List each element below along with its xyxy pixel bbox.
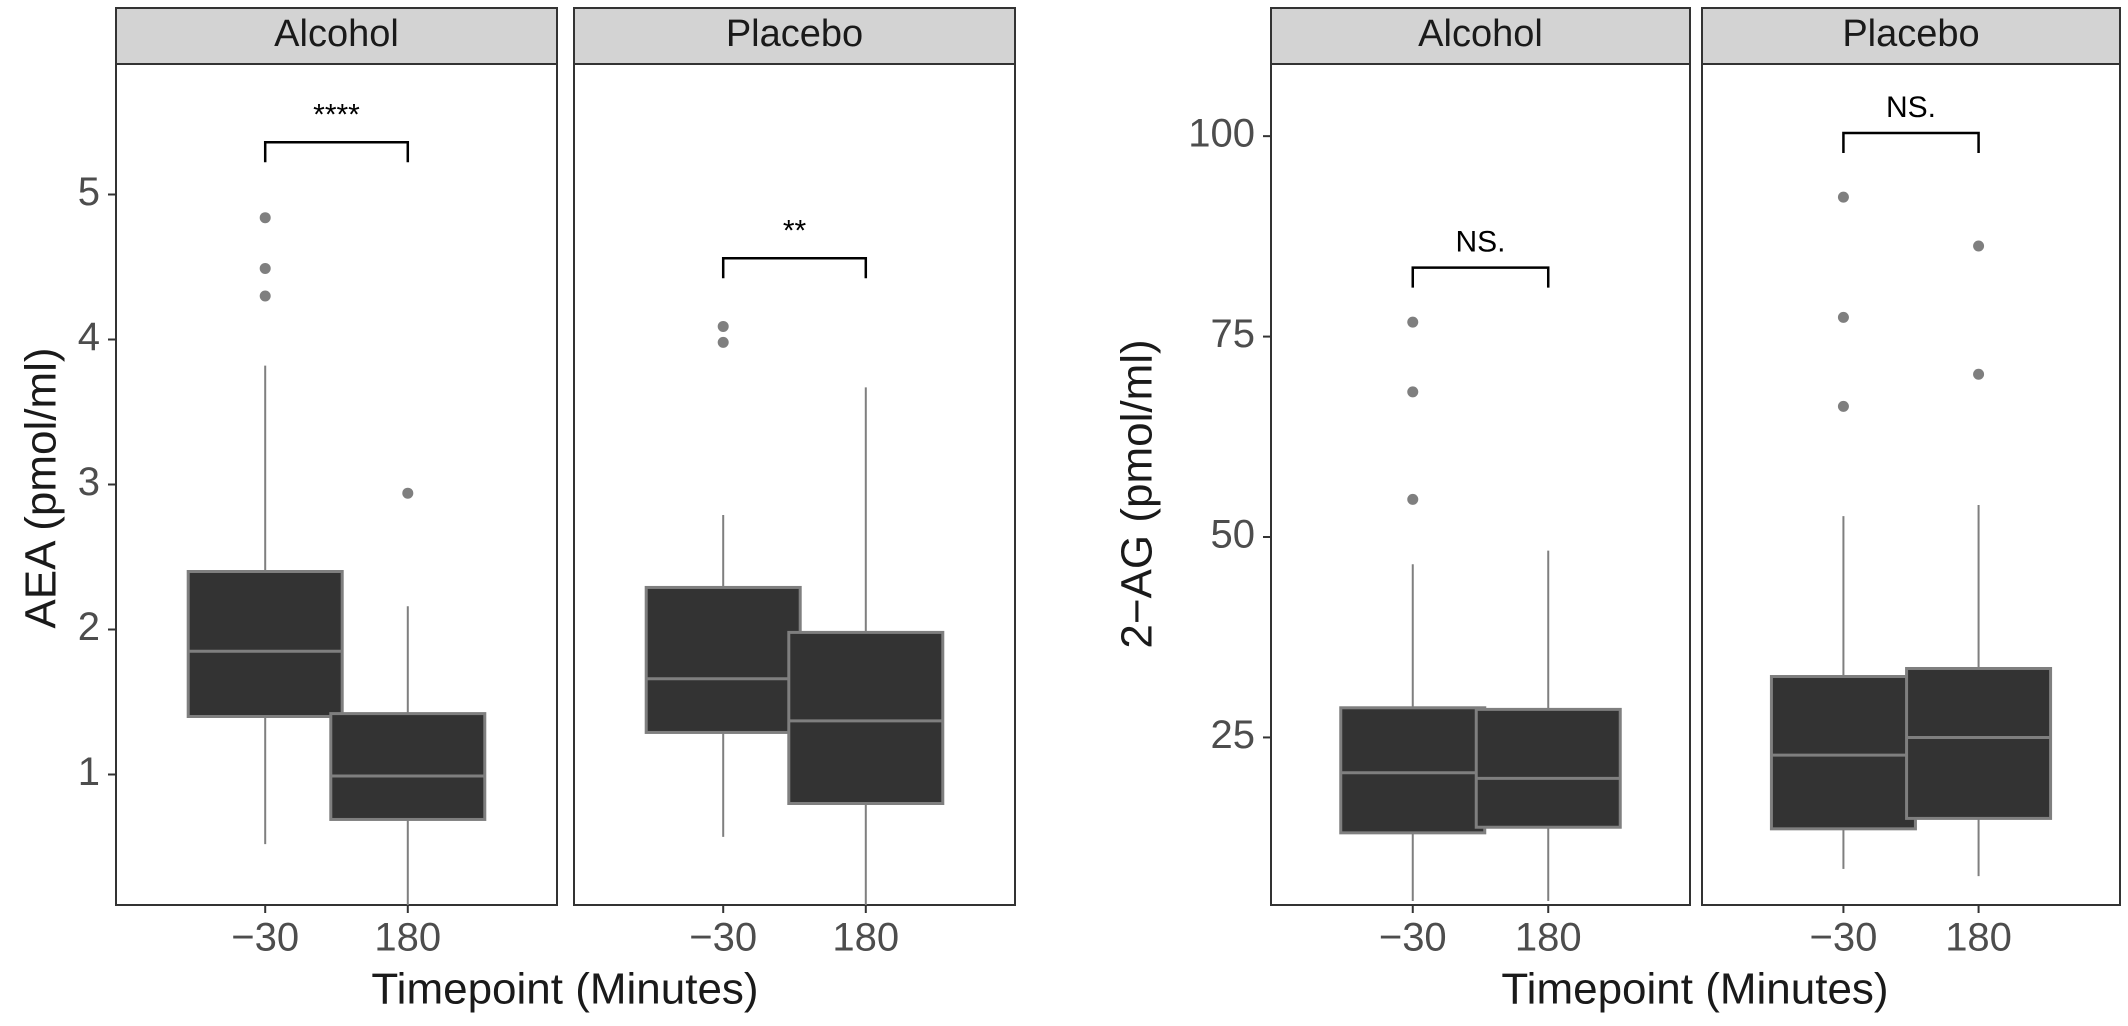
box-alcohol-−30 xyxy=(1339,316,1487,901)
chart-aea: Alcohol Placebo **** ** 1 2 3 4 5 −30 180 −30 1… xyxy=(17,7,1016,1014)
strip-placebo-aea xyxy=(573,7,1016,65)
box-iqr xyxy=(329,712,487,821)
box-alcohol-−30 xyxy=(186,212,344,845)
bracket-line xyxy=(721,257,868,279)
strip-label-placebo-2ag: Placebo xyxy=(1842,13,1979,55)
x-tick-label: −30 xyxy=(1379,916,1447,960)
outlier-point xyxy=(259,290,271,302)
box-iqr xyxy=(1769,675,1917,831)
box-alcohol-180 xyxy=(1474,550,1622,901)
outlier-point xyxy=(1837,400,1849,412)
outlier-point xyxy=(1407,493,1419,505)
strip-label-alcohol-aea: Alcohol xyxy=(274,13,399,55)
outlier-point xyxy=(402,487,414,499)
y-tick-label: 2 xyxy=(78,605,100,649)
y-tick-label: 50 xyxy=(1211,513,1256,557)
significance-bracket: **** xyxy=(263,98,410,163)
chart-2ag: Alcohol Placebo NS. NS. 25 50 75 100 −30 180… xyxy=(1113,7,2121,1014)
significance-bracket: NS. xyxy=(1411,226,1550,288)
strip-label-placebo-aea: Placebo xyxy=(726,13,863,55)
panel-placebo-aea: ** xyxy=(573,63,1016,906)
box-iqr xyxy=(1905,666,2053,820)
box-placebo-180 xyxy=(787,387,945,905)
y-tick-label: 25 xyxy=(1211,713,1256,757)
box-iqr xyxy=(1474,707,1622,829)
significance-label: **** xyxy=(313,98,360,131)
significance-label: ** xyxy=(783,214,807,247)
bracket-line xyxy=(1411,266,1550,288)
box-iqr xyxy=(1339,706,1487,835)
x-axis-title-aea: Timepoint (Minutes) xyxy=(371,965,758,1014)
panel-alcohol-2ag: NS. xyxy=(1270,63,1691,906)
y-axis-aea: 1 2 3 4 5 xyxy=(78,170,116,794)
y-axis-title-aea: AEA (pmol/ml) xyxy=(17,347,66,628)
strip-label-alcohol-2ag: Alcohol xyxy=(1418,13,1543,55)
x-tick-label: −30 xyxy=(1809,916,1877,960)
y-axis-2ag: 25 50 75 100 xyxy=(1188,112,1271,757)
bracket-line xyxy=(1842,131,1980,153)
x-tick-label: −30 xyxy=(689,916,757,960)
x-tick-label: 180 xyxy=(832,916,899,960)
outlier-point xyxy=(1973,368,1985,380)
box-placebo-180 xyxy=(1905,240,2053,877)
outlier-point xyxy=(1407,316,1419,328)
significance-label: NS. xyxy=(1886,91,1936,124)
outlier-point xyxy=(1973,240,1985,252)
outlier-point xyxy=(717,336,729,348)
y-tick-label: 1 xyxy=(78,750,100,794)
box-placebo-−30 xyxy=(644,320,802,837)
outlier-point xyxy=(1407,386,1419,398)
strip-placebo-2ag xyxy=(1701,7,2121,65)
significance-label: NS. xyxy=(1455,226,1505,259)
outlier-point xyxy=(259,212,271,224)
strip-alcohol-2ag xyxy=(1270,7,1691,65)
x-axis-2ag: −30 180 −30 180 xyxy=(1379,905,2012,960)
x-tick-label: −30 xyxy=(231,916,299,960)
significance-bracket: NS. xyxy=(1842,91,1980,153)
x-tick-label: 180 xyxy=(1515,916,1582,960)
box-iqr xyxy=(186,570,344,718)
y-tick-label: 5 xyxy=(78,170,100,214)
x-axis-aea: −30 180 −30 180 xyxy=(231,905,899,960)
box-alcohol-180 xyxy=(329,487,487,905)
box-placebo-−30 xyxy=(1769,191,1917,869)
y-tick-label: 4 xyxy=(78,315,100,359)
y-tick-label: 75 xyxy=(1211,312,1256,356)
y-tick-label: 3 xyxy=(78,460,100,504)
outlier-point xyxy=(717,320,729,332)
strip-alcohol-aea xyxy=(115,7,558,65)
outlier-point xyxy=(259,262,271,274)
panel-placebo-2ag: NS. xyxy=(1701,63,2121,906)
significance-bracket: ** xyxy=(721,214,868,279)
y-tick-label: 100 xyxy=(1188,112,1255,156)
x-tick-label: 180 xyxy=(374,916,441,960)
bracket-line xyxy=(263,141,410,163)
outlier-point xyxy=(1837,191,1849,203)
box-iqr xyxy=(787,630,945,806)
x-tick-label: 180 xyxy=(1945,916,2012,960)
y-axis-title-2ag: 2−AG (pmol/ml) xyxy=(1113,339,1162,648)
outlier-point xyxy=(1837,311,1849,323)
x-axis-title-2ag: Timepoint (Minutes) xyxy=(1501,965,1888,1014)
panel-alcohol-aea: **** xyxy=(115,63,558,906)
box-iqr xyxy=(644,585,802,734)
